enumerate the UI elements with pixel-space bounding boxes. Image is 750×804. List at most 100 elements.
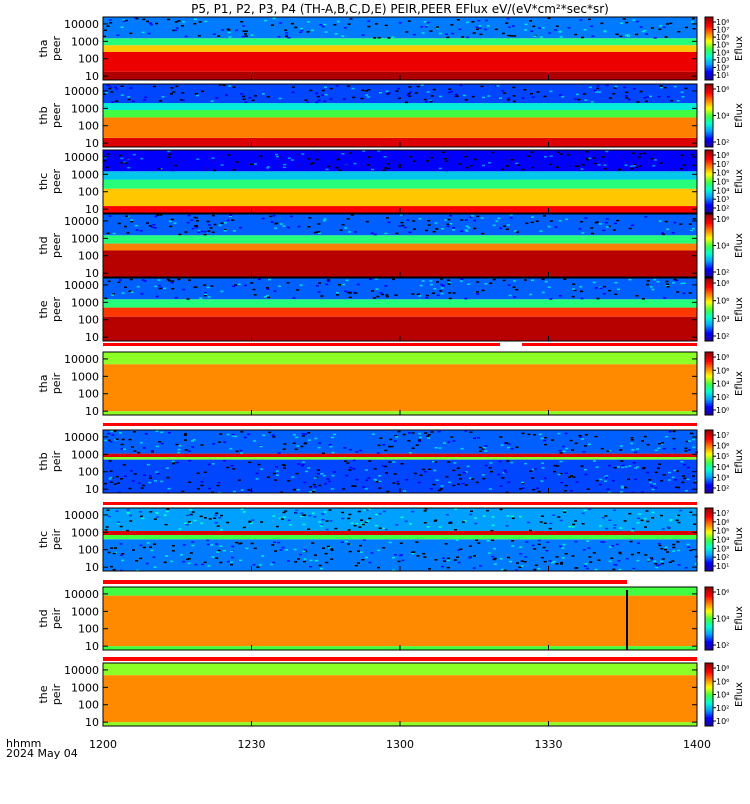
noise-pixel: [120, 443, 124, 446]
noise-pixel: [608, 289, 612, 292]
colorbar-step: [705, 474, 713, 477]
noise-pixel: [282, 448, 286, 450]
colorbar-step: [705, 627, 713, 631]
noise-pixel: [193, 286, 197, 289]
colorbar-step: [705, 106, 713, 109]
noise-pixel: [429, 99, 433, 102]
colorbar-step: [705, 363, 713, 366]
noise-pixel: [171, 545, 175, 547]
noise-pixel: [106, 509, 110, 511]
noise-pixel: [478, 27, 482, 29]
colorbar-step: [705, 250, 713, 253]
panel-species-label: peir: [50, 372, 63, 394]
noise-pixel: [606, 488, 610, 491]
noise-pixel: [661, 562, 665, 565]
noise-pixel: [431, 460, 435, 463]
noise-pixel: [109, 481, 113, 483]
colorbar-step: [705, 293, 713, 296]
noise-pixel: [193, 519, 197, 522]
colorbar-step: [705, 179, 713, 183]
noise-pixel: [140, 157, 144, 160]
noise-pixel: [680, 282, 684, 285]
noise-pixel: [630, 529, 634, 532]
noise-pixel: [395, 524, 399, 526]
noise-pixel: [572, 288, 576, 290]
noise-pixel: [140, 293, 144, 295]
noise-pixel: [160, 431, 164, 433]
colorbar-step: [705, 711, 713, 714]
noise-pixel: [683, 463, 687, 466]
colorbar-step: [705, 24, 713, 27]
noise-pixel: [630, 439, 634, 441]
colorbar-step: [705, 397, 713, 400]
noise-pixel: [442, 557, 445, 559]
noise-pixel: [507, 481, 511, 483]
colorbar-step: [705, 156, 713, 159]
noise-pixel: [651, 153, 655, 156]
noise-pixel: [539, 167, 542, 169]
noise-pixel: [465, 225, 469, 227]
noise-pixel: [184, 35, 188, 38]
flux-band: [103, 179, 697, 189]
noise-pixel: [574, 520, 577, 522]
noise-pixel: [666, 228, 670, 230]
noise-pixel: [320, 94, 324, 96]
noise-pixel: [671, 167, 675, 170]
noise-pixel: [688, 292, 692, 294]
noise-pixel: [434, 519, 438, 521]
noise-pixel: [571, 295, 575, 298]
colorbar-tick-label: 10⁶: [716, 588, 729, 597]
colorbar-step: [705, 566, 713, 569]
noise-pixel: [519, 553, 523, 555]
noise-pixel: [179, 99, 183, 101]
noise-pixel: [423, 510, 427, 512]
noise-pixel: [338, 284, 341, 286]
noise-pixel: [315, 101, 319, 104]
noise-pixel: [505, 165, 509, 167]
noise-pixel: [593, 162, 597, 165]
colorbar-step: [705, 304, 713, 307]
noise-pixel: [212, 33, 216, 35]
noise-pixel: [444, 158, 447, 160]
noise-pixel: [471, 478, 475, 480]
noise-pixel: [132, 153, 136, 156]
noise-pixel: [349, 18, 353, 20]
noise-pixel: [175, 85, 179, 88]
noise-pixel: [466, 150, 470, 152]
noise-pixel: [228, 85, 232, 87]
noise-pixel: [484, 464, 488, 467]
noise-pixel: [608, 546, 612, 548]
noise-pixel: [612, 93, 616, 95]
noise-pixel: [203, 471, 207, 473]
noise-pixel: [518, 566, 522, 569]
noise-pixel: [659, 85, 663, 87]
noise-pixel: [229, 447, 233, 450]
noise-pixel: [486, 540, 490, 542]
colorbar-step: [705, 716, 713, 719]
noise-pixel: [675, 486, 679, 488]
noise-pixel: [434, 559, 438, 561]
noise-pixel: [514, 569, 518, 571]
noise-pixel: [379, 437, 383, 439]
noise-pixel: [374, 479, 377, 481]
noise-pixel: [557, 432, 561, 435]
colorbar-step: [705, 519, 713, 522]
noise-pixel: [539, 36, 543, 38]
noise-pixel: [529, 529, 532, 532]
noise-pixel: [384, 167, 388, 169]
noise-pixel: [404, 155, 408, 158]
noise-pixel: [439, 290, 443, 292]
colorbar-step: [705, 206, 713, 209]
colorbar-step: [705, 691, 713, 694]
noise-pixel: [661, 528, 665, 530]
colorbar-step: [705, 536, 713, 539]
noise-pixel: [261, 217, 265, 220]
flux-band: [103, 587, 697, 596]
noise-pixel: [641, 30, 645, 33]
noise-pixel: [600, 541, 604, 543]
noise-pixel: [331, 451, 335, 454]
noise-pixel: [103, 29, 107, 31]
noise-pixel: [253, 547, 257, 550]
noise-pixel: [317, 291, 321, 293]
